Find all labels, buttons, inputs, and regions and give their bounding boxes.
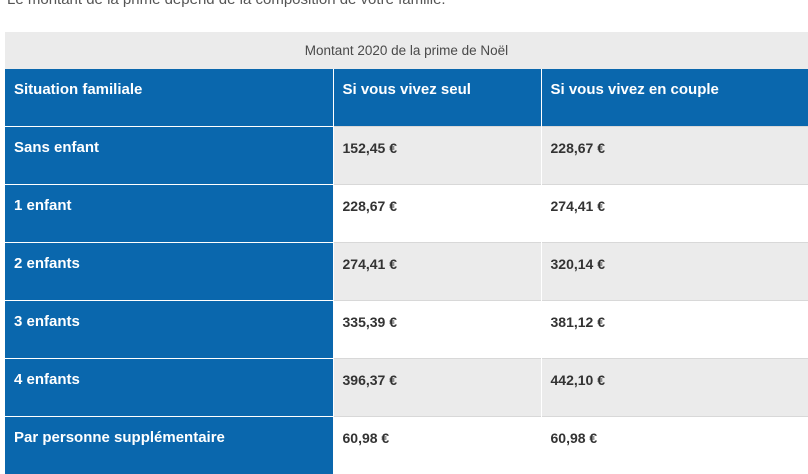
row-seul-value: 335,39 € bbox=[333, 301, 541, 359]
row-situation-label: Par personne supplémentaire bbox=[5, 417, 333, 446]
row-couple-text: 381,12 € bbox=[542, 301, 808, 330]
row-seul-value: 274,41 € bbox=[333, 243, 541, 301]
row-situation-label: 3 enfants bbox=[5, 301, 333, 330]
row-seul-text: 228,67 € bbox=[334, 185, 541, 214]
row-couple-value: 60,98 € bbox=[541, 417, 808, 474]
table-header-row: Situation familiale Si vous vivez seul S… bbox=[5, 69, 808, 127]
row-couple-value: 274,41 € bbox=[541, 185, 808, 243]
table-row: 3 enfants 335,39 € 381,12 € bbox=[5, 301, 808, 359]
header-couple-label: Si vous vivez en couple bbox=[542, 69, 808, 98]
prime-table: Montant 2020 de la prime de Noël Situati… bbox=[5, 32, 808, 474]
row-situation-label: Sans enfant bbox=[5, 127, 333, 156]
row-situation: 4 enfants bbox=[5, 359, 333, 417]
row-seul-text: 274,41 € bbox=[334, 243, 541, 272]
header-seul-label: Si vous vivez seul bbox=[334, 69, 541, 98]
row-situation-label: 1 enfant bbox=[5, 185, 333, 214]
row-seul-text: 60,98 € bbox=[334, 417, 541, 446]
row-situation-label: 4 enfants bbox=[5, 359, 333, 388]
table-row: 2 enfants 274,41 € 320,14 € bbox=[5, 243, 808, 301]
row-seul-value: 60,98 € bbox=[333, 417, 541, 474]
row-situation-label: 2 enfants bbox=[5, 243, 333, 272]
row-seul-text: 152,45 € bbox=[334, 127, 541, 156]
row-couple-value: 442,10 € bbox=[541, 359, 808, 417]
row-seul-text: 335,39 € bbox=[334, 301, 541, 330]
row-situation: 1 enfant bbox=[5, 185, 333, 243]
intro-text: Le montant de la prime dépend de la comp… bbox=[7, 0, 446, 8]
row-couple-text: 320,14 € bbox=[542, 243, 808, 272]
table-row: Sans enfant 152,45 € 228,67 € bbox=[5, 127, 808, 185]
header-couple: Si vous vivez en couple bbox=[541, 69, 808, 127]
header-seul: Si vous vivez seul bbox=[333, 69, 541, 127]
header-situation-label: Situation familiale bbox=[5, 69, 333, 98]
row-couple-value: 320,14 € bbox=[541, 243, 808, 301]
row-seul-value: 152,45 € bbox=[333, 127, 541, 185]
row-couple-text: 60,98 € bbox=[542, 417, 808, 446]
table-row: Par personne supplémentaire 60,98 € 60,9… bbox=[5, 417, 808, 474]
table-caption: Montant 2020 de la prime de Noël bbox=[5, 32, 808, 69]
row-seul-value: 396,37 € bbox=[333, 359, 541, 417]
row-situation: Sans enfant bbox=[5, 127, 333, 185]
row-situation: Par personne supplémentaire bbox=[5, 417, 333, 474]
row-couple-value: 381,12 € bbox=[541, 301, 808, 359]
row-situation: 3 enfants bbox=[5, 301, 333, 359]
table-caption-row: Montant 2020 de la prime de Noël bbox=[5, 32, 808, 69]
row-couple-text: 442,10 € bbox=[542, 359, 808, 388]
row-couple-text: 274,41 € bbox=[542, 185, 808, 214]
header-situation: Situation familiale bbox=[5, 69, 333, 127]
row-seul-value: 228,67 € bbox=[333, 185, 541, 243]
row-seul-text: 396,37 € bbox=[334, 359, 541, 388]
table-row: 1 enfant 228,67 € 274,41 € bbox=[5, 185, 808, 243]
row-couple-value: 228,67 € bbox=[541, 127, 808, 185]
table-row: 4 enfants 396,37 € 442,10 € bbox=[5, 359, 808, 417]
row-couple-text: 228,67 € bbox=[542, 127, 808, 156]
row-situation: 2 enfants bbox=[5, 243, 333, 301]
